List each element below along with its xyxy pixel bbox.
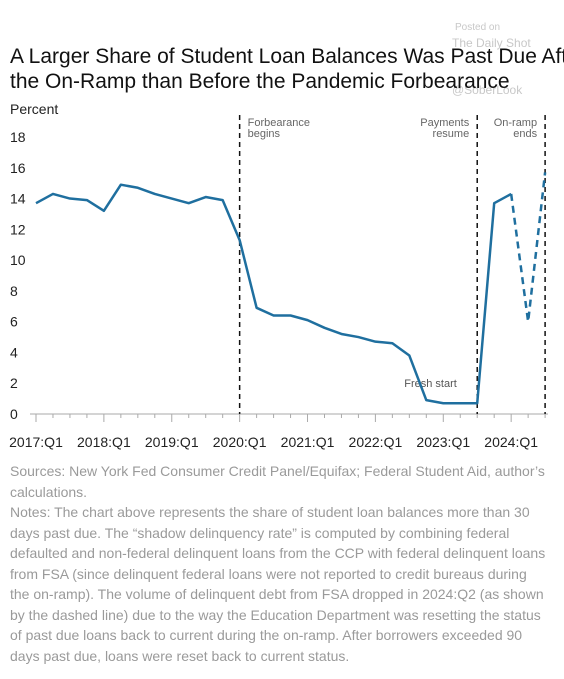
- event-label: On-ramp: [494, 117, 537, 129]
- notes: Notes: The chart above represents the sh…: [10, 504, 546, 664]
- chart-title: A Larger Share of Student Loan Balances …: [10, 45, 564, 68]
- y-tick-label: 2: [10, 375, 18, 391]
- y-tick-label: 8: [10, 283, 18, 299]
- watermark: @SoberLook: [452, 83, 523, 97]
- x-tick-label: 2023:Q1: [416, 434, 470, 450]
- event-label: Forbearance: [248, 117, 310, 129]
- series-line: [35, 183, 512, 405]
- x-tick-label: 2024:Q1: [484, 434, 538, 450]
- y-tick-label: 14: [10, 191, 26, 207]
- event-label: begins: [248, 128, 281, 140]
- x-tick-label: 2022:Q1: [349, 434, 403, 450]
- x-tick-label: 2021:Q1: [281, 434, 335, 450]
- y-tick-label: 18: [10, 129, 26, 145]
- annotation: Fresh start: [404, 378, 457, 390]
- y-tick-label: 16: [10, 160, 26, 176]
- chart: Posted on The Daily Shot @SoberLook A Large…: [9, 22, 564, 450]
- y-tick-label: 6: [10, 314, 18, 330]
- x-tick-label: 2018:Q1: [77, 434, 131, 450]
- y-tick-label: 0: [10, 406, 18, 422]
- series-line: [509, 172, 547, 323]
- event-label: ends: [513, 128, 537, 140]
- watermark: The Daily Shot: [452, 36, 531, 50]
- x-tick-label: 2019:Q1: [145, 434, 199, 450]
- y-tick-label: 12: [10, 221, 26, 237]
- y-axis-label: Percent: [10, 101, 58, 117]
- y-tick-label: 10: [10, 252, 26, 268]
- y-tick-label: 4: [10, 344, 18, 360]
- event-label: Payments: [420, 117, 469, 129]
- chart-title: the On-Ramp than Before the Pandemic For…: [10, 70, 510, 93]
- x-tick-label: 2020:Q1: [213, 434, 267, 450]
- x-tick-label: 2017:Q1: [9, 434, 63, 450]
- watermark: Posted on: [455, 22, 500, 33]
- sources: Sources: New York Fed Consumer Credit Pa…: [10, 463, 545, 500]
- event-label: resume: [433, 128, 470, 140]
